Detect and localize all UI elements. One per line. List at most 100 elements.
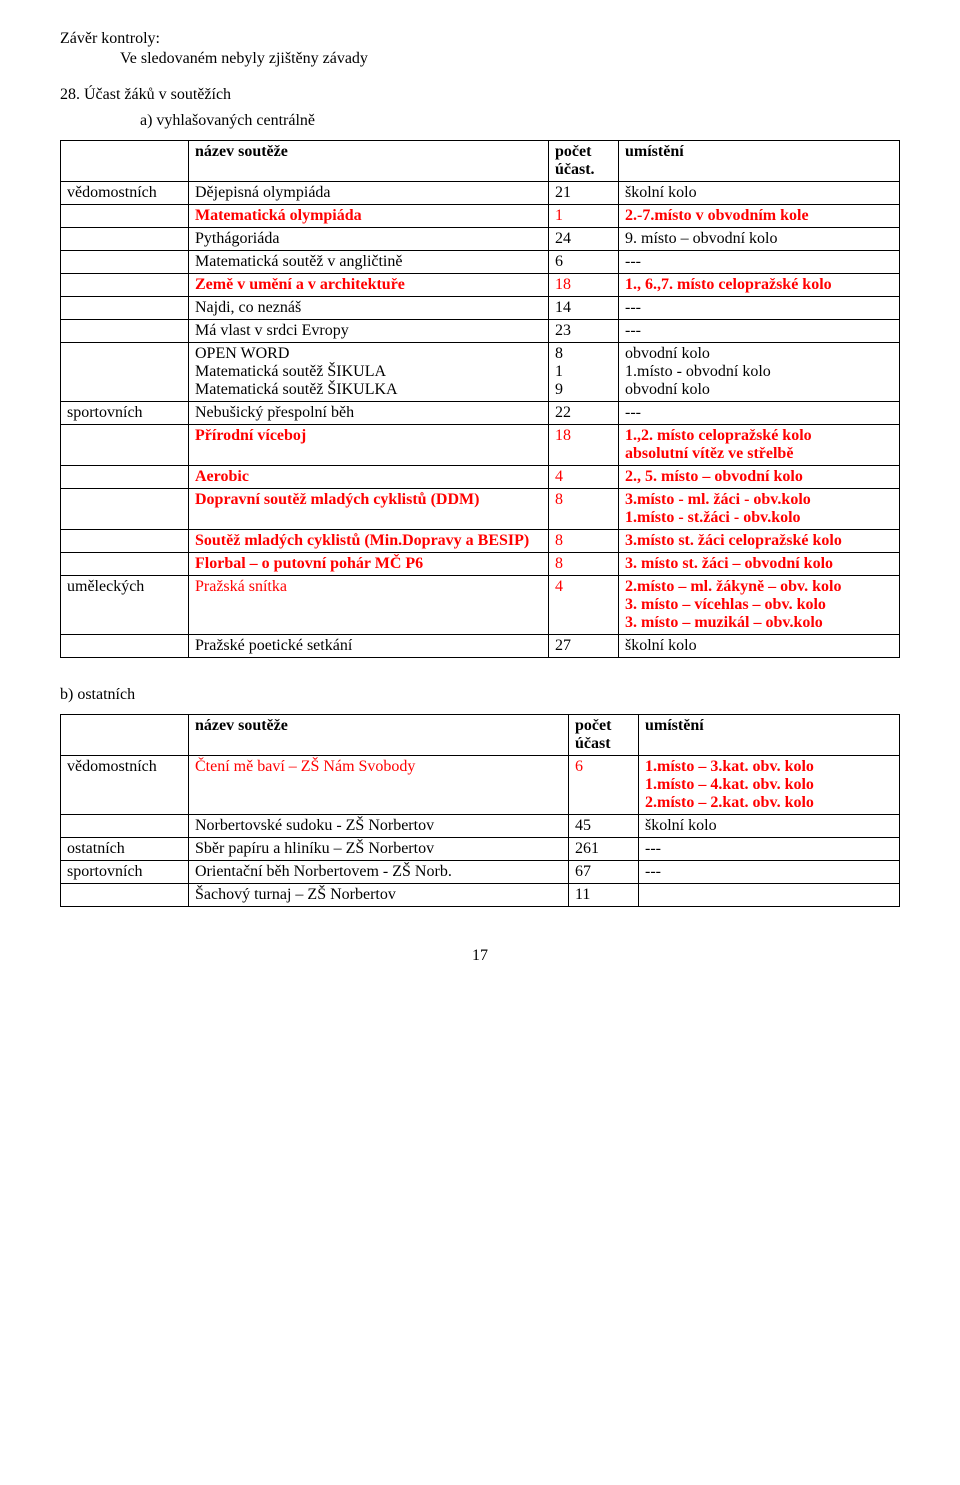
cell-category: ostatních bbox=[61, 838, 189, 861]
subsection-b: b) ostatních bbox=[60, 686, 900, 704]
cell-name: Dějepisná olympiáda bbox=[189, 182, 549, 205]
table-row: Přírodní víceboj181.,2. místo celopražsk… bbox=[61, 425, 900, 466]
cell-count: 18 bbox=[549, 425, 619, 466]
cell-name: Matematická soutěž v angličtině bbox=[189, 251, 549, 274]
cell-name: Soutěž mladých cyklistů (Min.Dopravy a B… bbox=[189, 530, 549, 553]
table-b: název soutěže počet účast umístění vědom… bbox=[60, 714, 900, 907]
cell-name: Florbal – o putovní pohár MČ P6 bbox=[189, 553, 549, 576]
cell-category bbox=[61, 297, 189, 320]
header-line1: Závěr kontroly: bbox=[60, 30, 900, 48]
cell-name: Země v umění a v architektuře bbox=[189, 274, 549, 297]
cell-count: 24 bbox=[549, 228, 619, 251]
table-row: ostatníchSběr papíru a hliníku – ZŠ Norb… bbox=[61, 838, 900, 861]
page-number: 17 bbox=[60, 947, 900, 965]
table-row: Florbal – o putovní pohár MČ P683. místo… bbox=[61, 553, 900, 576]
cell-name: Orientační běh Norbertovem - ZŠ Norb. bbox=[189, 861, 569, 884]
table-a-header-row: název soutěže počet účast. umístění bbox=[61, 141, 900, 182]
table-row: Matematická soutěž v angličtině6--- bbox=[61, 251, 900, 274]
cell-name: Nebušický přespolní běh bbox=[189, 402, 549, 425]
cell-count: 45 bbox=[569, 815, 639, 838]
cell-count: 67 bbox=[569, 861, 639, 884]
hdr-place: umístění bbox=[619, 141, 900, 182]
cell-name: Najdi, co neznáš bbox=[189, 297, 549, 320]
cell-count: 8 bbox=[549, 489, 619, 530]
cell-category bbox=[61, 228, 189, 251]
cell-count: 8 bbox=[549, 530, 619, 553]
table-row: Má vlast v srdci Evropy23--- bbox=[61, 320, 900, 343]
cell-category bbox=[61, 425, 189, 466]
cell-count: 23 bbox=[549, 320, 619, 343]
cell-name: Matematická olympiáda bbox=[189, 205, 549, 228]
table-row: Norbertovské sudoku - ZŠ Norbertov45škol… bbox=[61, 815, 900, 838]
table-a: název soutěže počet účast. umístění vědo… bbox=[60, 140, 900, 658]
cell-count: 1 bbox=[549, 205, 619, 228]
cell-placement: --- bbox=[619, 320, 900, 343]
cell-count: 14 bbox=[549, 297, 619, 320]
cell-category bbox=[61, 530, 189, 553]
table-row: Soutěž mladých cyklistů (Min.Dopravy a B… bbox=[61, 530, 900, 553]
table-row: sportovníchNebušický přespolní běh22--- bbox=[61, 402, 900, 425]
cell-placement: 2., 5. místo – obvodní kolo bbox=[619, 466, 900, 489]
table-row: uměleckýchPražská snítka42.místo – ml. ž… bbox=[61, 576, 900, 635]
cell-category bbox=[61, 815, 189, 838]
table-row: Matematická olympiáda12.-7.místo v obvod… bbox=[61, 205, 900, 228]
cell-placement: --- bbox=[639, 838, 900, 861]
cell-category bbox=[61, 274, 189, 297]
hdr-count: počet účast. bbox=[549, 141, 619, 182]
cell-category bbox=[61, 553, 189, 576]
table-row: OPEN WORDMatematická soutěž ŠIKULAMatema… bbox=[61, 343, 900, 402]
table-b-header-row: název soutěže počet účast umístění bbox=[61, 715, 900, 756]
cell-count: 6 bbox=[549, 251, 619, 274]
cell-placement: 2.místo – ml. žákyně – obv. kolo3. místo… bbox=[619, 576, 900, 635]
cell-category: uměleckých bbox=[61, 576, 189, 635]
cell-count: 11 bbox=[569, 884, 639, 907]
cell-count: 27 bbox=[549, 635, 619, 658]
cell-placement: --- bbox=[619, 297, 900, 320]
table-row: Šachový turnaj – ZŠ Norbertov11 bbox=[61, 884, 900, 907]
table-row: Dopravní soutěž mladých cyklistů (DDM)83… bbox=[61, 489, 900, 530]
hdr-name-b: název soutěže bbox=[189, 715, 569, 756]
cell-category: sportovních bbox=[61, 861, 189, 884]
cell-category bbox=[61, 343, 189, 402]
cell-name: Sběr papíru a hliníku – ZŠ Norbertov bbox=[189, 838, 569, 861]
cell-category bbox=[61, 466, 189, 489]
cell-category bbox=[61, 635, 189, 658]
cell-placement: --- bbox=[619, 251, 900, 274]
cell-count: 4 bbox=[549, 576, 619, 635]
header-line2: Ve sledovaném nebyly zjištěny závady bbox=[120, 50, 900, 68]
hdr-cat-b bbox=[61, 715, 189, 756]
cell-placement: --- bbox=[639, 861, 900, 884]
cell-name: Šachový turnaj – ZŠ Norbertov bbox=[189, 884, 569, 907]
cell-placement: --- bbox=[619, 402, 900, 425]
table-row: Země v umění a v architektuře181., 6.,7.… bbox=[61, 274, 900, 297]
cell-placement: 3.místo st. žáci celopražské kolo bbox=[619, 530, 900, 553]
table-row: Aerobic42., 5. místo – obvodní kolo bbox=[61, 466, 900, 489]
table-row: Pythágoriáda249. místo – obvodní kolo bbox=[61, 228, 900, 251]
cell-placement: 3. místo st. žáci – obvodní kolo bbox=[619, 553, 900, 576]
table-row: Pražské poetické setkání27školní kolo bbox=[61, 635, 900, 658]
cell-count: 819 bbox=[549, 343, 619, 402]
cell-name: OPEN WORDMatematická soutěž ŠIKULAMatema… bbox=[189, 343, 549, 402]
cell-name: Aerobic bbox=[189, 466, 549, 489]
cell-count: 22 bbox=[549, 402, 619, 425]
cell-name: Pythágoriáda bbox=[189, 228, 549, 251]
cell-placement: školní kolo bbox=[619, 635, 900, 658]
cell-count: 4 bbox=[549, 466, 619, 489]
cell-category: vědomostních bbox=[61, 182, 189, 205]
cell-placement: 2.-7.místo v obvodním kole bbox=[619, 205, 900, 228]
cell-placement: 3.místo - ml. žáci - obv.kolo1.místo - s… bbox=[619, 489, 900, 530]
cell-category: vědomostních bbox=[61, 756, 189, 815]
cell-placement: obvodní kolo1.místo - obvodní koloobvodn… bbox=[619, 343, 900, 402]
cell-count: 8 bbox=[549, 553, 619, 576]
cell-name: Čtení mě baví – ZŠ Nám Svobody bbox=[189, 756, 569, 815]
cell-name: Přírodní víceboj bbox=[189, 425, 549, 466]
hdr-cat bbox=[61, 141, 189, 182]
cell-name: Má vlast v srdci Evropy bbox=[189, 320, 549, 343]
table-row: Najdi, co neznáš14--- bbox=[61, 297, 900, 320]
cell-count: 18 bbox=[549, 274, 619, 297]
table-row: sportovníchOrientační běh Norbertovem - … bbox=[61, 861, 900, 884]
cell-placement: 1., 6.,7. místo celopražské kolo bbox=[619, 274, 900, 297]
cell-name: Pražské poetické setkání bbox=[189, 635, 549, 658]
cell-category: sportovních bbox=[61, 402, 189, 425]
hdr-count-b: počet účast bbox=[569, 715, 639, 756]
